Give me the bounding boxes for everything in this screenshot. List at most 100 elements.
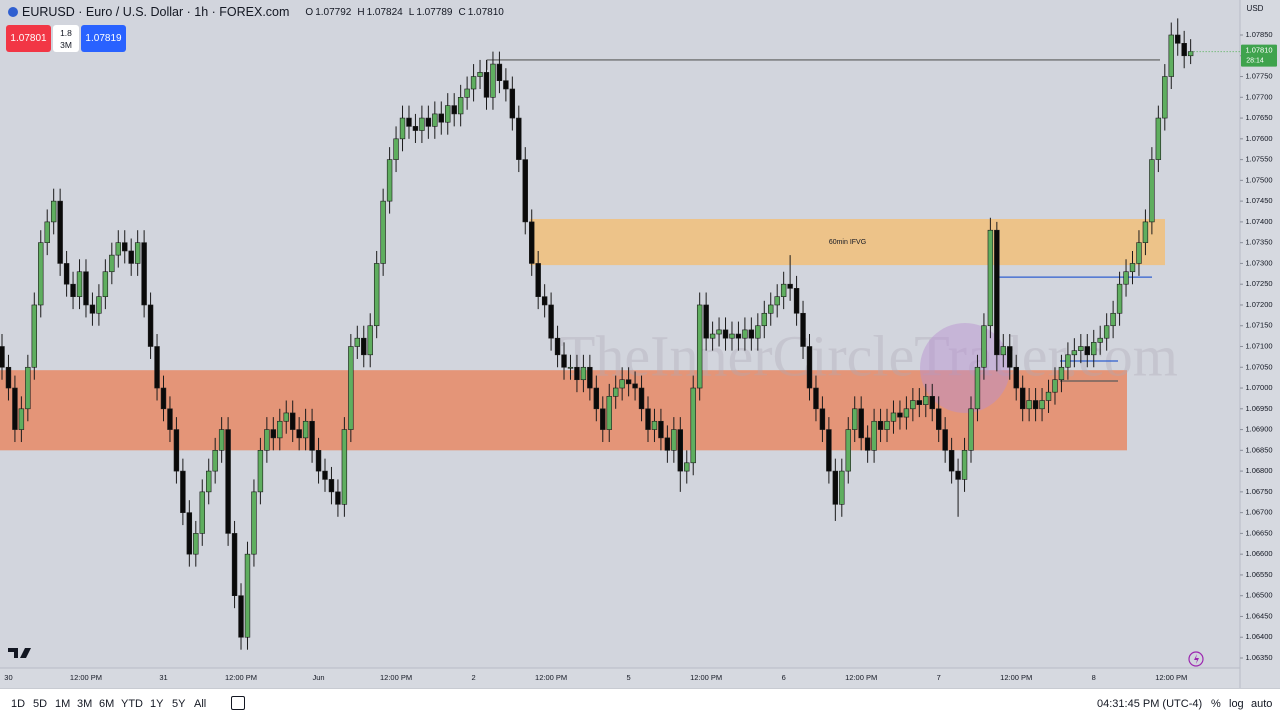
candle-body <box>50 200 57 223</box>
candle-body <box>386 159 393 202</box>
candle-body <box>871 420 877 451</box>
range-button[interactable]: 1Y <box>150 698 164 710</box>
y-tick-label: 1.07150 <box>1245 321 1272 330</box>
candle-body <box>722 329 729 339</box>
candle-body <box>83 271 89 306</box>
range-button[interactable]: 6M <box>99 698 115 710</box>
candle-body <box>5 366 12 389</box>
scale-option[interactable]: log <box>1229 698 1244 710</box>
sell-button[interactable]: 1.07801 <box>6 25 51 52</box>
candle-body <box>690 387 696 464</box>
candle-body <box>1071 350 1078 356</box>
y-tick-label: 1.07000 <box>1245 383 1272 392</box>
candle-body <box>154 346 160 389</box>
x-tick-label: 12:00 PM <box>845 673 877 682</box>
candle-body <box>800 312 806 347</box>
candle-body <box>225 429 231 534</box>
candle-body <box>864 437 871 451</box>
symbol-title[interactable]: EURUSD · Euro / U.S. Dollar · 1h · FOREX… <box>22 5 290 19</box>
candle-body <box>348 346 354 430</box>
candle-body <box>948 450 955 472</box>
candle-body <box>910 400 916 410</box>
candle-body <box>1026 400 1032 410</box>
candle-body <box>38 242 44 306</box>
candle-body <box>270 429 277 439</box>
range-button[interactable]: All <box>194 698 207 710</box>
range-button[interactable]: 5D <box>33 698 48 710</box>
candle-body <box>380 200 386 264</box>
y-tick-label: 1.06950 <box>1245 404 1272 413</box>
y-tick-label: 1.07200 <box>1245 300 1272 309</box>
candle-body <box>1078 346 1084 351</box>
candle-body <box>813 387 819 410</box>
plot-background <box>0 0 1240 668</box>
candle-body <box>522 159 528 223</box>
candle-body <box>496 63 503 81</box>
candle-body <box>503 80 509 90</box>
scale-option[interactable]: auto <box>1251 698 1273 710</box>
candle-body <box>987 229 994 327</box>
alert-icon[interactable] <box>1188 651 1204 667</box>
candle-body <box>884 420 890 430</box>
candle-body <box>393 138 399 160</box>
x-tick-label: 12:00 PM <box>1000 673 1032 682</box>
range-button[interactable]: YTD <box>121 698 143 710</box>
candle-body <box>858 408 864 439</box>
candle-body <box>684 462 690 472</box>
symbol-icon <box>8 7 18 17</box>
ohlc-value: 1.07824 <box>366 6 403 18</box>
y-tick-label: 1.07100 <box>1245 341 1272 350</box>
candle-body <box>57 200 63 264</box>
range-button[interactable]: 1M <box>55 698 71 710</box>
candle-body <box>580 366 587 381</box>
calendar-button[interactable] <box>231 696 245 710</box>
candle-body <box>981 325 987 368</box>
candle-body <box>231 533 238 597</box>
candle-body <box>645 408 651 430</box>
candle-body <box>341 429 348 505</box>
candle-body <box>612 387 619 397</box>
candle-body <box>251 491 257 555</box>
ohlc-value: 1.07792 <box>315 6 352 18</box>
lot-size[interactable]: 3M <box>60 39 72 50</box>
candle-body <box>1142 221 1149 243</box>
x-tick-label: 6 <box>782 673 786 682</box>
scale-option[interactable]: % <box>1211 698 1221 710</box>
candle-body <box>832 470 839 505</box>
range-button[interactable]: 3M <box>77 698 93 710</box>
candle-body <box>0 346 5 368</box>
candle-body <box>115 242 121 256</box>
candle-body <box>516 117 522 160</box>
price-axis-panel <box>1240 0 1280 688</box>
candle-body <box>18 408 25 430</box>
buy-button[interactable]: 1.07819 <box>81 25 126 52</box>
candle-body <box>600 408 606 430</box>
bottom-toolbar: 1D 5D 1M 3M 6M YTD 1Y 5Y All 04:31:45 PM (UTC-4)%… <box>0 688 1280 720</box>
symbol-header: EURUSD · Euro / U.S. Dollar · 1h · FOREX… <box>8 5 504 19</box>
candle-body <box>923 396 929 405</box>
spread-box: 1.8 3M <box>53 25 79 52</box>
y-tick-label: 1.06650 <box>1245 528 1272 537</box>
candle-body <box>483 72 490 98</box>
candle-body <box>1058 366 1065 381</box>
candle-body <box>218 429 225 451</box>
candle-body <box>1000 346 1007 356</box>
candle-body <box>361 337 367 356</box>
candle-body <box>587 366 593 389</box>
candle-body <box>122 242 128 252</box>
y-tick-label: 1.07650 <box>1245 113 1272 122</box>
candles <box>0 18 1194 650</box>
candle-body <box>787 283 793 289</box>
x-tick-label: 8 <box>1092 673 1096 682</box>
candle-body <box>134 242 141 264</box>
candle-body <box>716 329 722 335</box>
candle-body <box>147 304 154 347</box>
currency-label[interactable]: USD <box>1247 4 1264 13</box>
candle-body <box>606 396 612 430</box>
x-tick-label: 12:00 PM <box>1155 673 1187 682</box>
candle-body <box>968 408 974 451</box>
y-tick-label: 1.06400 <box>1245 632 1272 641</box>
candle-body <box>96 296 102 314</box>
range-button[interactable]: 5Y <box>172 698 186 710</box>
range-button[interactable]: 1D <box>11 698 26 710</box>
